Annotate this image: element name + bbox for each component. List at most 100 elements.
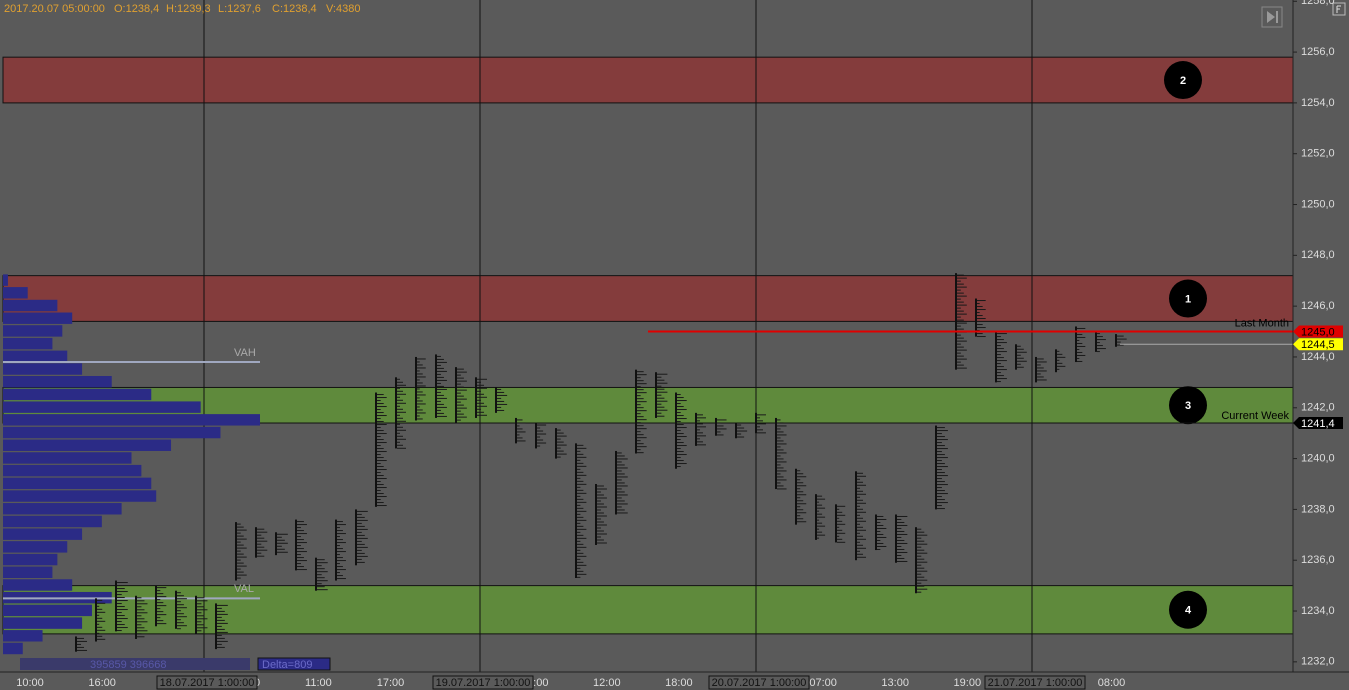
volume-profile-bar <box>3 604 92 617</box>
price-range <box>895 514 897 563</box>
price-tag-label: 1245,0 <box>1301 326 1335 338</box>
price-range <box>335 519 337 581</box>
price-range <box>75 636 77 652</box>
date-box <box>156 675 258 690</box>
zone <box>2 585 1294 635</box>
price-range <box>495 387 497 413</box>
y-tick-label: 1232,0 <box>1301 656 1335 668</box>
button-icon <box>1267 11 1278 23</box>
price-range <box>455 367 457 424</box>
volume-profile-bar <box>3 617 83 629</box>
price-range <box>815 494 817 540</box>
y-tick-label: 1238,0 <box>1301 503 1335 515</box>
price-range <box>135 595 137 639</box>
price-range <box>915 527 917 594</box>
price-range <box>715 417 717 436</box>
y-tick-label: 1254,0 <box>1301 97 1335 109</box>
volume-profile-bar <box>3 566 53 578</box>
price-range <box>795 468 797 525</box>
price-range <box>195 595 197 634</box>
volume-profile-bar <box>3 325 63 337</box>
price-tag <box>1293 417 1343 430</box>
volume-profile-bar <box>3 630 43 642</box>
price-range <box>735 423 737 439</box>
y-tick-label: 1248,0 <box>1301 249 1335 261</box>
volume-profile-bar <box>3 388 152 401</box>
volume-profile-bar <box>3 363 83 375</box>
level-name: Last Month <box>1235 317 1289 329</box>
header-open: O:1238,4 <box>114 3 159 15</box>
zone-badge <box>1169 279 1207 318</box>
price-range <box>475 377 477 418</box>
price-range <box>275 532 277 556</box>
price-range <box>115 580 117 632</box>
price-range <box>575 443 577 578</box>
x-tick-label: 17:00 <box>377 677 405 689</box>
x-tick-label: 18:00 <box>665 677 693 689</box>
f-button[interactable] <box>1332 2 1346 16</box>
y-tick-label: 1246,0 <box>1301 300 1335 312</box>
x-tick-label: 08:00 <box>1098 677 1126 689</box>
volume-profile-bar <box>3 515 102 528</box>
y-tick-label: 1244,0 <box>1301 351 1335 363</box>
x-tick-label: 11:00 <box>305 677 332 689</box>
volume-profile-bar <box>3 312 73 324</box>
price-range <box>1035 356 1037 383</box>
price-range <box>435 354 437 418</box>
y-tick-label: 1240,0 <box>1301 452 1335 464</box>
volume-profile-bar <box>3 299 58 312</box>
price-range <box>95 598 97 642</box>
price-range <box>995 331 997 383</box>
volume-profile-bar <box>3 553 58 566</box>
volume-profile-bar <box>3 287 28 299</box>
zone-number: 1 <box>1185 293 1191 305</box>
price-range <box>295 519 297 571</box>
price-range <box>635 369 637 454</box>
price-range <box>1055 349 1057 373</box>
price-range <box>535 423 537 449</box>
price-range <box>1115 334 1117 347</box>
x-tick-label: 19:00 <box>954 677 982 689</box>
price-range <box>835 504 837 543</box>
price-range <box>875 514 877 551</box>
price-range <box>255 527 257 558</box>
price-range <box>1015 344 1017 370</box>
price-range <box>655 372 657 418</box>
price-range <box>235 522 237 581</box>
header-low: L:1237,6 <box>218 3 261 15</box>
price-range <box>375 392 377 507</box>
price-range <box>675 392 677 469</box>
level-name: Current Week <box>1221 410 1289 422</box>
price-range <box>755 412 757 434</box>
price-tag <box>1293 338 1343 351</box>
scroll-end-button[interactable] <box>1261 6 1283 28</box>
volume-profile-bar <box>3 350 68 363</box>
price-range <box>1095 331 1097 352</box>
volume-profile-bar <box>3 274 8 286</box>
price-range <box>615 450 617 515</box>
price-range <box>215 603 217 650</box>
volume-profile-bar <box>3 401 201 413</box>
y-tick-label: 1256,0 <box>1301 46 1335 58</box>
header-volume: V:4380 <box>326 3 360 15</box>
price-range <box>1075 326 1077 363</box>
price-range <box>155 585 157 627</box>
volume-profile-bar <box>3 414 260 426</box>
y-tick-label: 1234,0 <box>1301 605 1335 617</box>
zone-number: 3 <box>1185 400 1191 412</box>
volume-profile-bar <box>3 337 53 350</box>
header-time: 2017.20.07 05:00:00 <box>4 3 105 15</box>
volume-profile-bar <box>3 541 68 553</box>
header-high: H:1239,3 <box>166 3 211 15</box>
volume-profile-bar <box>3 579 73 591</box>
volume-profile-bar <box>3 452 132 464</box>
price-tag <box>1293 325 1343 338</box>
volume-profile-bar <box>3 464 142 477</box>
zone-badge <box>1169 386 1207 425</box>
volume-profile-bar <box>3 376 112 388</box>
date-label: 20.07.2017 1:00:00 <box>712 677 807 689</box>
header: 2017.20.07 05:00:00 O:1238,4 H:1239,3 L:… <box>4 3 360 15</box>
volume-profile-bar <box>3 477 152 490</box>
price-range <box>955 273 957 370</box>
